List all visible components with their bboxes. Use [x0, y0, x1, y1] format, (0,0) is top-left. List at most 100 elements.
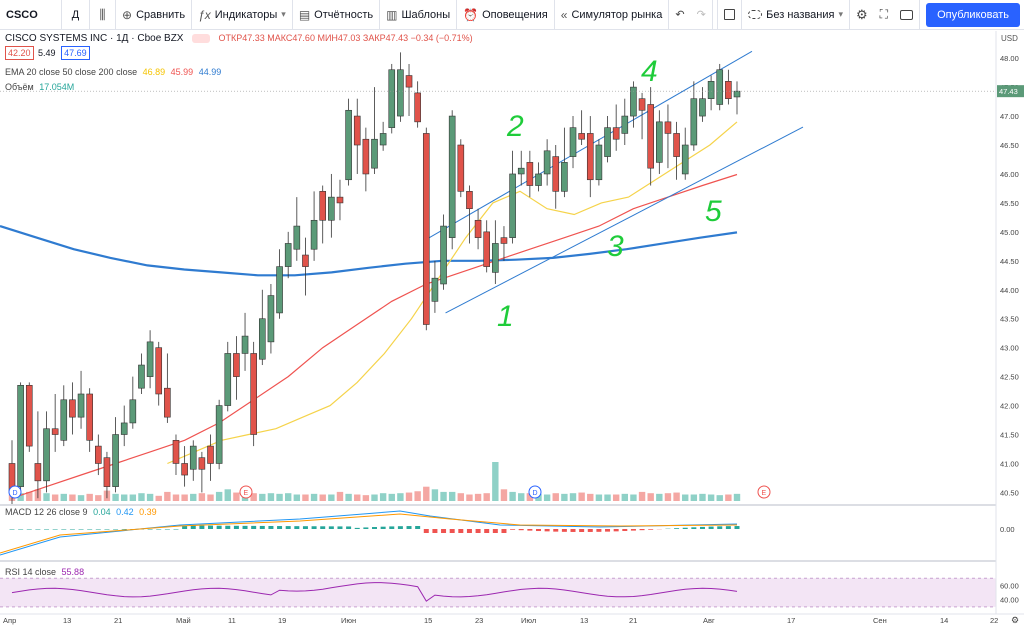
- symbol-search[interactable]: CSCO: [0, 0, 62, 30]
- macd-histogram-bar: [536, 529, 541, 531]
- macd-histogram-bar: [113, 529, 118, 530]
- time-tick-label: Авг: [703, 616, 715, 625]
- volume-bar: [345, 494, 351, 501]
- ask-price[interactable]: 47.69: [61, 46, 90, 60]
- volume-bar: [199, 493, 205, 501]
- ema-legend: EMA 20 close 50 close 200 close 46.89 45…: [5, 67, 221, 77]
- price-tick-label: 42.50: [1000, 373, 1019, 382]
- volume-bar: [553, 493, 559, 501]
- annotation-4[interactable]: 4: [641, 55, 658, 88]
- candle-body: [328, 197, 334, 220]
- candle-body: [113, 435, 119, 487]
- candle-body: [674, 133, 680, 156]
- candle-body: [208, 446, 214, 463]
- indicators-button[interactable]: ƒx Индикаторы ▾: [192, 0, 293, 30]
- templates-label: Шаблоны: [401, 9, 450, 21]
- volume-bar: [622, 494, 628, 501]
- macd-histogram-bar: [268, 526, 273, 529]
- time-tick-label: 19: [278, 616, 286, 625]
- price-tick-label: 46.50: [1000, 141, 1019, 150]
- macd-histogram-bar: [260, 526, 265, 529]
- templates-button[interactable]: ▥ Шаблоны: [380, 0, 457, 30]
- settings-button[interactable]: ⚙: [850, 0, 874, 30]
- ohlc-values: ОТКР47.33 МАКС47.60 МИН47.03 ЗАКР47.43 −…: [219, 33, 473, 43]
- candle-body: [233, 353, 239, 376]
- candle-body: [579, 133, 585, 139]
- camera-icon: [900, 10, 913, 20]
- volume-bar: [337, 492, 343, 501]
- candle-body: [268, 296, 274, 342]
- candle-body: [87, 394, 93, 440]
- candle-body: [389, 70, 395, 128]
- macd-histogram-bar: [588, 529, 593, 532]
- chevron-down-icon: ▾: [838, 9, 843, 20]
- rsi-tick-label: 60.00: [1000, 581, 1019, 590]
- alarm-clock-icon: ⏰: [463, 8, 478, 22]
- reports-button[interactable]: ▤ Отчётность: [293, 0, 380, 30]
- macd-histogram-bar: [18, 529, 23, 530]
- annotation-2[interactable]: 2: [506, 110, 524, 143]
- ema50-value: 45.99: [171, 67, 194, 77]
- macd-histogram-bar: [87, 529, 92, 530]
- volume-bar: [414, 491, 420, 501]
- candle-body: [734, 91, 740, 97]
- annotation-1[interactable]: 1: [497, 300, 514, 333]
- macd-histogram-bar: [44, 529, 49, 530]
- compare-button[interactable]: ⊕ Сравнить: [116, 0, 192, 30]
- undo-button[interactable]: ↶: [669, 0, 690, 30]
- interval-button[interactable]: Д: [62, 0, 90, 30]
- time-tick-label: Апр: [3, 616, 16, 625]
- macd-histogram-bar: [148, 529, 153, 530]
- candle-body: [596, 145, 602, 180]
- macd-histogram-bar: [674, 528, 679, 529]
- axis-settings-gear-icon[interactable]: ⚙: [1011, 615, 1019, 625]
- macd-histogram-bar: [61, 529, 66, 530]
- volume-bar: [294, 495, 300, 502]
- fullscreen-layout-button[interactable]: [717, 0, 742, 30]
- annotation-3[interactable]: 3: [607, 230, 624, 263]
- chart-type-button[interactable]: ⫼: [90, 0, 116, 30]
- candle-body: [415, 93, 421, 122]
- volume-bar: [354, 495, 360, 502]
- price-tick-label: 45.50: [1000, 199, 1019, 208]
- publish-button[interactable]: Опубликовать: [926, 3, 1020, 27]
- bid-price[interactable]: 42.20: [5, 46, 34, 60]
- volume-bar: [328, 495, 334, 502]
- redo-button[interactable]: ↷: [691, 0, 713, 30]
- volume-bar: [509, 492, 515, 501]
- volume-label: Объём: [5, 82, 34, 92]
- fullscreen-button[interactable]: ⛶: [874, 0, 894, 30]
- macd-histogram-bar: [251, 526, 256, 529]
- candle-body: [639, 99, 645, 111]
- time-tick-label: 13: [580, 616, 588, 625]
- replay-label: Симулятор рынка: [571, 9, 662, 21]
- candle-body: [26, 385, 32, 446]
- replay-button[interactable]: « Симулятор рынка: [555, 0, 670, 30]
- volume-bar: [121, 495, 127, 502]
- macd-line-value: 0.42: [116, 507, 134, 517]
- ema200-value: 44.99: [199, 67, 222, 77]
- candle-body: [725, 81, 731, 98]
- volume-bar: [52, 495, 58, 502]
- macd-histogram-bar: [35, 529, 40, 530]
- volume-value: 17.054M: [39, 82, 74, 92]
- volume-bar: [156, 496, 162, 501]
- currency-label[interactable]: USD: [1001, 34, 1018, 43]
- macd-histogram-bar: [735, 526, 740, 529]
- layout-name-button[interactable]: Без названия ▾: [742, 0, 850, 30]
- volume-bar: [406, 493, 412, 501]
- annotation-5[interactable]: 5: [705, 195, 722, 228]
- snapshot-button[interactable]: [894, 0, 920, 30]
- candle-body: [466, 191, 472, 208]
- price-tick-label: 43.50: [1000, 315, 1019, 324]
- time-tick-label: Сен: [873, 616, 887, 625]
- alerts-button[interactable]: ⏰ Оповещения: [457, 0, 555, 30]
- macd-histogram-bar: [79, 529, 84, 530]
- candle-body: [216, 406, 222, 464]
- macd-histogram-bar: [355, 528, 360, 529]
- price-tick-label: 45.00: [1000, 228, 1019, 237]
- series-color-toggle[interactable]: [192, 34, 210, 43]
